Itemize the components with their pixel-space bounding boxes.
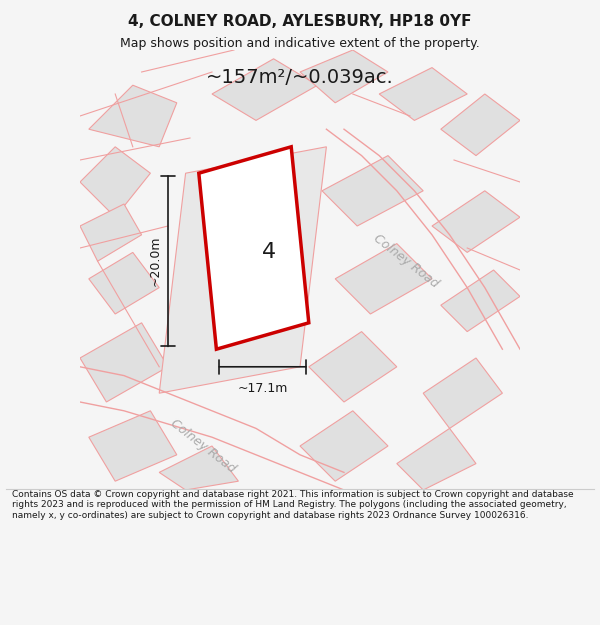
Text: Map shows position and indicative extent of the property.: Map shows position and indicative extent…: [120, 38, 480, 51]
Polygon shape: [397, 428, 476, 490]
Polygon shape: [322, 156, 423, 226]
Polygon shape: [89, 253, 159, 314]
Polygon shape: [80, 204, 142, 261]
Polygon shape: [89, 411, 177, 481]
Polygon shape: [80, 322, 168, 402]
Polygon shape: [379, 68, 467, 121]
Text: ~157m²/~0.039ac.: ~157m²/~0.039ac.: [206, 68, 394, 87]
Polygon shape: [80, 147, 151, 218]
Text: 4: 4: [262, 242, 276, 262]
Polygon shape: [159, 147, 326, 393]
Polygon shape: [432, 191, 520, 253]
Text: ~17.1m: ~17.1m: [238, 382, 288, 395]
Polygon shape: [300, 411, 388, 481]
Polygon shape: [335, 244, 432, 314]
Text: ~20.0m: ~20.0m: [148, 236, 161, 286]
Text: Colney Road: Colney Road: [371, 232, 440, 291]
Polygon shape: [199, 147, 309, 349]
Text: Colney Road: Colney Road: [168, 417, 238, 476]
Polygon shape: [300, 50, 388, 102]
Polygon shape: [212, 59, 317, 121]
Polygon shape: [89, 85, 177, 147]
Text: Contains OS data © Crown copyright and database right 2021. This information is : Contains OS data © Crown copyright and d…: [12, 490, 574, 520]
Polygon shape: [159, 446, 238, 490]
Polygon shape: [423, 358, 502, 428]
Polygon shape: [309, 332, 397, 402]
Polygon shape: [441, 270, 520, 332]
Polygon shape: [441, 94, 520, 156]
Text: 4, COLNEY ROAD, AYLESBURY, HP18 0YF: 4, COLNEY ROAD, AYLESBURY, HP18 0YF: [128, 14, 472, 29]
